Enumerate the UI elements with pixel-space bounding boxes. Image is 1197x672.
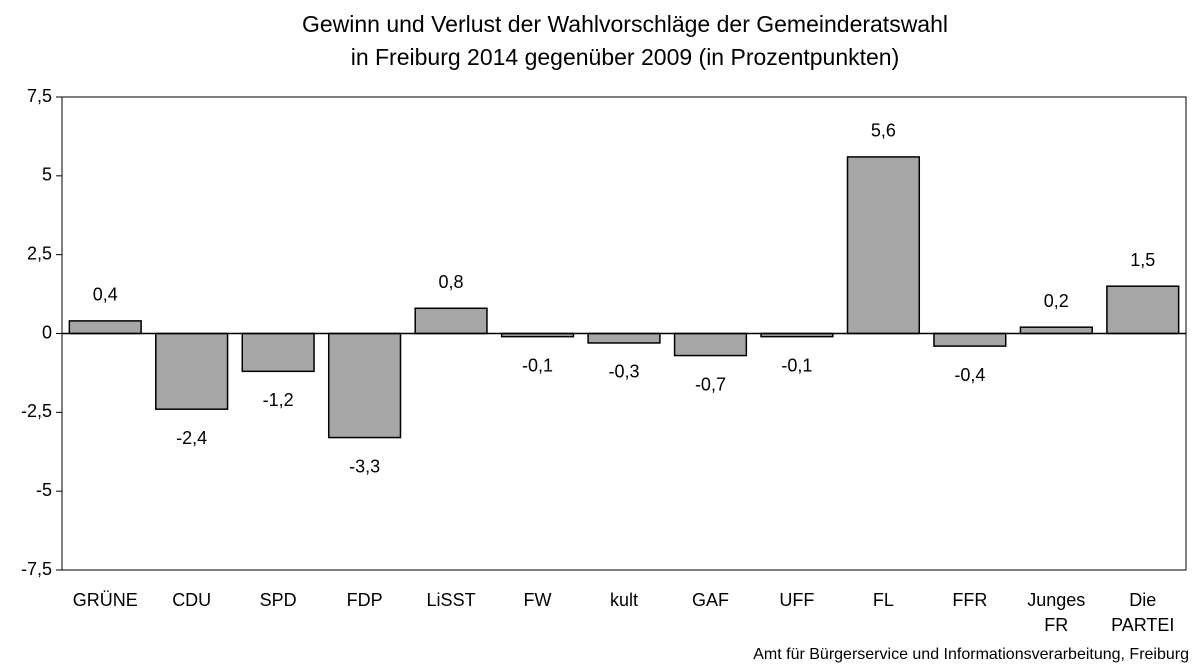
value-label: -0,1 [522,355,553,375]
value-label: -0,7 [695,374,726,394]
bar [587,332,661,344]
x-tick-label: GRÜNE [72,590,138,610]
value-label: 0,8 [439,272,464,292]
bar [241,332,315,373]
value-label: -0,1 [781,355,812,375]
bar [155,332,229,410]
x-tick-label: LiSST [426,590,476,610]
value-label: 5,6 [871,121,896,141]
x-tick-label: FL [872,590,894,610]
x-tick-label: SPD [259,590,297,610]
chart-title: Gewinn und Verlust der Wahlvorschläge de… [301,11,949,70]
y-tick-label: 5 [42,165,52,185]
x-tick-label: CDU [172,590,212,610]
y-tick-label: -2,5 [21,401,52,421]
x-tick-label: UFF [779,590,815,610]
x-tick-label: FDP [346,590,383,610]
source-note: Amt für Bürgerservice und Informationsve… [753,646,1189,663]
value-label: -3,3 [349,456,380,476]
x-tick-label: FW [523,590,552,610]
value-label: -1,2 [263,390,294,410]
value-label: -0,3 [608,362,639,382]
bar [933,332,1007,347]
value-label: -0,4 [954,365,985,385]
y-tick-label: -5 [36,480,52,500]
bar [1106,285,1180,335]
bar [1019,326,1093,335]
y-tick-label: 2,5 [27,243,52,263]
bar [846,156,921,335]
bar [673,332,748,357]
x-tick-label: Junges FR [1027,590,1086,635]
bar [414,307,488,335]
value-label: 1,5 [1130,250,1155,270]
x-tick-label: FFR [952,590,988,610]
x-tick-label: GAF [691,590,729,610]
bar [68,320,142,335]
value-label: -2,4 [176,428,207,448]
value-label: 0,4 [93,285,118,305]
y-tick-label: 0 [42,322,52,342]
value-label: 0,2 [1044,291,1069,311]
x-tick-label: kult [609,590,638,610]
y-tick-label: -7,5 [21,559,52,579]
x-tick-label: Die PARTEI [1111,590,1175,635]
bar [327,332,402,439]
y-tick-label: 7,5 [27,86,52,106]
